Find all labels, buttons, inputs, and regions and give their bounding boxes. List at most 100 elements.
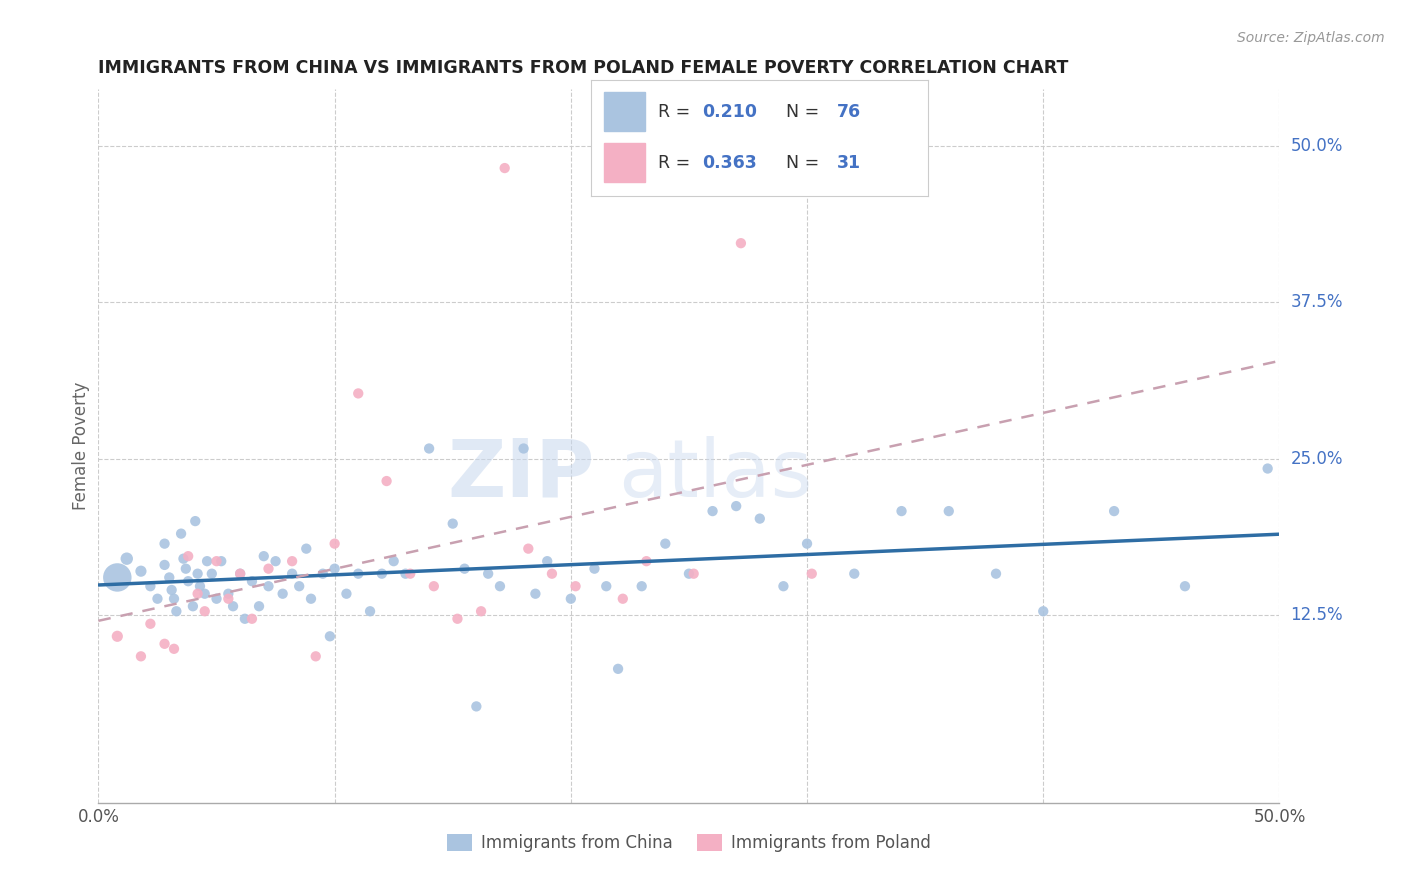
Point: [319, 629, 342, 643]
Point: [730, 236, 752, 251]
Text: 76: 76: [837, 103, 860, 120]
Point: [240, 612, 263, 626]
Point: [194, 587, 217, 601]
Legend: Immigrants from China, Immigrants from Poland: Immigrants from China, Immigrants from P…: [440, 827, 938, 859]
Point: [157, 570, 180, 584]
Text: 31: 31: [837, 153, 860, 171]
Point: [494, 161, 516, 175]
Point: [636, 554, 658, 568]
Point: [630, 579, 652, 593]
Point: [654, 536, 676, 550]
Point: [205, 554, 228, 568]
Bar: [605, 92, 644, 131]
Point: [264, 554, 287, 568]
Point: [170, 526, 193, 541]
Point: [240, 574, 263, 589]
Point: [394, 566, 416, 581]
Point: [115, 551, 138, 566]
Point: [607, 662, 630, 676]
Point: [583, 562, 606, 576]
Point: [247, 599, 270, 614]
Point: [772, 579, 794, 593]
Point: [177, 549, 200, 564]
Point: [281, 566, 304, 581]
Point: [222, 599, 245, 614]
Text: atlas: atlas: [619, 435, 813, 514]
Point: [323, 562, 346, 576]
Y-axis label: Female Poverty: Female Poverty: [72, 382, 90, 510]
Point: [347, 566, 370, 581]
Point: [177, 574, 200, 589]
Point: [174, 562, 197, 576]
Point: [359, 604, 381, 618]
Text: N =: N =: [786, 153, 825, 171]
Point: [299, 591, 322, 606]
Point: [375, 474, 398, 488]
Point: [323, 536, 346, 550]
Point: [181, 599, 204, 614]
Point: [524, 587, 547, 601]
Point: [612, 591, 634, 606]
Text: N =: N =: [786, 103, 825, 120]
Point: [595, 579, 617, 593]
Point: [153, 637, 176, 651]
Point: [844, 566, 866, 581]
Point: [489, 579, 512, 593]
Point: [146, 591, 169, 606]
Point: [938, 504, 960, 518]
Point: [187, 566, 209, 581]
Point: [271, 587, 294, 601]
Point: [984, 566, 1007, 581]
Point: [678, 566, 700, 581]
Point: [312, 566, 335, 581]
Point: [253, 549, 276, 564]
Point: [1257, 461, 1279, 475]
Point: [399, 566, 422, 581]
Point: [423, 579, 446, 593]
Point: [682, 566, 704, 581]
Point: [725, 499, 748, 513]
Point: [217, 591, 239, 606]
Point: [165, 604, 187, 618]
Point: [1102, 504, 1125, 518]
Point: [564, 579, 586, 593]
Point: [1032, 604, 1054, 618]
Text: R =: R =: [658, 103, 696, 120]
Bar: [605, 143, 644, 182]
Point: [153, 536, 176, 550]
Point: [470, 604, 492, 618]
Point: [209, 554, 232, 568]
Point: [187, 587, 209, 601]
Point: [184, 514, 207, 528]
Text: 12.5%: 12.5%: [1291, 606, 1343, 624]
Text: IMMIGRANTS FROM CHINA VS IMMIGRANTS FROM POLAND FEMALE POVERTY CORRELATION CHART: IMMIGRANTS FROM CHINA VS IMMIGRANTS FROM…: [98, 59, 1069, 77]
Point: [477, 566, 499, 581]
Point: [281, 554, 304, 568]
Point: [512, 442, 534, 456]
Point: [129, 564, 152, 578]
Point: [153, 558, 176, 572]
Point: [163, 641, 186, 656]
Text: R =: R =: [658, 153, 696, 171]
Point: [465, 699, 488, 714]
Point: [257, 562, 280, 576]
Text: 0.363: 0.363: [702, 153, 756, 171]
Point: [441, 516, 464, 531]
Text: 37.5%: 37.5%: [1291, 293, 1343, 311]
Point: [188, 579, 211, 593]
Point: [800, 566, 823, 581]
Point: [335, 587, 357, 601]
Point: [560, 591, 582, 606]
Point: [796, 536, 818, 550]
Point: [536, 554, 558, 568]
Point: [217, 587, 239, 601]
Point: [195, 554, 218, 568]
Point: [257, 579, 280, 593]
Point: [347, 386, 370, 401]
Point: [201, 566, 224, 581]
Point: [139, 616, 162, 631]
Point: [139, 579, 162, 593]
Point: [229, 566, 252, 581]
Text: 25.0%: 25.0%: [1291, 450, 1343, 467]
Point: [1174, 579, 1197, 593]
